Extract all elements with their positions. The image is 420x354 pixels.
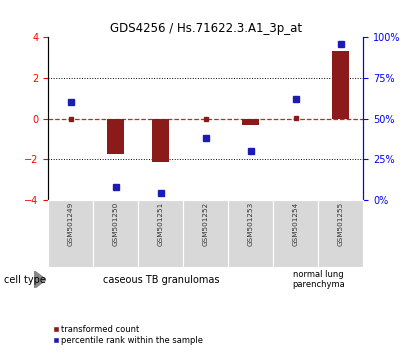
Text: normal lung
parenchyma: normal lung parenchyma [292, 270, 345, 289]
Title: GDS4256 / Hs.71622.3.A1_3p_at: GDS4256 / Hs.71622.3.A1_3p_at [110, 22, 302, 35]
Bar [152, 119, 169, 162]
Text: GSM501251: GSM501251 [158, 201, 164, 246]
Text: cell type: cell type [4, 275, 46, 285]
Text: GSM501254: GSM501254 [293, 201, 299, 246]
Polygon shape [34, 271, 46, 288]
Text: caseous TB granulomas: caseous TB granulomas [102, 275, 219, 285]
Legend: transformed count, percentile rank within the sample: transformed count, percentile rank withi… [50, 322, 207, 348]
Text: GSM501249: GSM501249 [68, 201, 74, 246]
Bar [332, 51, 349, 119]
Text: GSM501250: GSM501250 [113, 201, 119, 246]
Text: GSM501252: GSM501252 [203, 201, 209, 246]
Text: GSM501255: GSM501255 [338, 201, 344, 246]
Text: GSM501253: GSM501253 [248, 201, 254, 246]
Bar [107, 119, 124, 154]
Bar [242, 119, 260, 125]
